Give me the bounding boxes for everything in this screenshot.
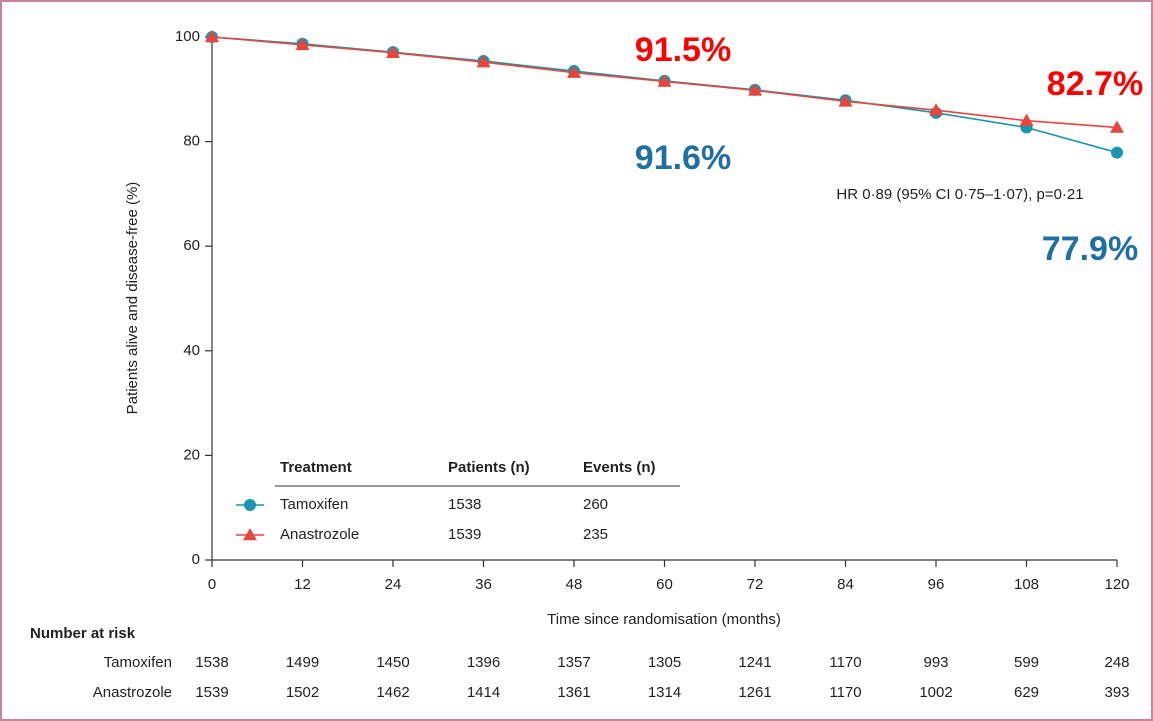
point: [567, 65, 581, 78]
risk-value: 1357: [557, 654, 590, 671]
risk-value: 629: [1014, 684, 1039, 701]
annotation: 91.5%: [635, 31, 731, 69]
x-tick-label: 60: [656, 576, 673, 593]
legend-marker: [243, 528, 257, 541]
legend-patients: 1538: [448, 496, 481, 513]
point: [205, 30, 219, 43]
x-tick-label: 24: [385, 576, 402, 593]
point: [748, 83, 762, 96]
x-tick-label: 36: [475, 576, 492, 593]
point: [386, 45, 400, 58]
legend-events: 260: [583, 496, 608, 513]
risk-value: 993: [923, 654, 948, 671]
legend-header: Events (n): [583, 459, 656, 476]
risk-value: 1538: [195, 654, 228, 671]
annotation: 82.7%: [1047, 65, 1143, 103]
risk-value: 599: [1014, 654, 1039, 671]
point: [657, 74, 672, 87]
x-tick-label: 48: [566, 576, 583, 593]
x-tick-label: 0: [208, 576, 216, 593]
risk-value: 393: [1104, 684, 1129, 701]
risk-value: 1170: [829, 684, 861, 701]
risk-name: Tamoxifen: [104, 654, 172, 671]
annotation: 91.6%: [635, 139, 731, 177]
risk-value: 248: [1104, 654, 1129, 671]
x-tick-label: 12: [294, 576, 311, 593]
y-tick-label: 40: [183, 342, 200, 359]
point: [838, 94, 853, 107]
y-tick-label: 20: [183, 446, 200, 463]
risk-value: 1396: [467, 654, 500, 671]
x-tick-label: 96: [928, 576, 945, 593]
legend-patients: 1539: [448, 526, 481, 543]
risk-value: 1414: [467, 684, 500, 701]
risk-value: 1539: [195, 684, 228, 701]
risk-name: Anastrozole: [93, 684, 172, 701]
annotation: 77.9%: [1042, 230, 1138, 268]
risk-value: 1002: [919, 684, 952, 701]
y-axis-label: Patients alive and disease-free (%): [124, 182, 141, 415]
point: [476, 55, 491, 68]
legend-label: Tamoxifen: [280, 496, 348, 513]
legend-header: Treatment: [280, 459, 352, 476]
y-tick-label: 80: [183, 133, 200, 150]
y-tick-label: 100: [175, 28, 200, 45]
risk-value: 1502: [286, 684, 319, 701]
point: [929, 103, 943, 116]
x-tick-label: 120: [1104, 576, 1129, 593]
legend-label: Anastrozole: [280, 526, 359, 543]
x-axis-label: Time since randomisation (months): [547, 611, 781, 628]
legend-header: Patients (n): [448, 459, 530, 476]
x-tick-label: 108: [1014, 576, 1039, 593]
risk-value: 1499: [286, 654, 319, 671]
risk-value: 1462: [376, 684, 409, 701]
legend-events: 235: [583, 526, 608, 543]
risk-value: 1314: [648, 684, 681, 701]
risk-value: 1361: [557, 684, 590, 701]
legend-marker: [244, 499, 256, 511]
x-tick-label: 72: [747, 576, 764, 593]
risk-title: Number at risk: [30, 625, 136, 642]
annotation: HR 0·89 (95% CI 0·75–1·07), p=0·21: [836, 186, 1083, 203]
point: [1019, 113, 1034, 126]
risk-value: 1305: [648, 654, 681, 671]
point: [295, 37, 310, 51]
point: [1110, 120, 1124, 133]
y-tick-label: 0: [192, 551, 200, 568]
x-tick-label: 84: [837, 576, 854, 593]
risk-value: 1241: [738, 654, 771, 671]
y-tick-label: 60: [183, 237, 200, 254]
risk-value: 1261: [738, 684, 771, 701]
risk-value: 1450: [376, 654, 409, 671]
point: [1111, 146, 1123, 159]
risk-value: 1170: [829, 654, 861, 671]
